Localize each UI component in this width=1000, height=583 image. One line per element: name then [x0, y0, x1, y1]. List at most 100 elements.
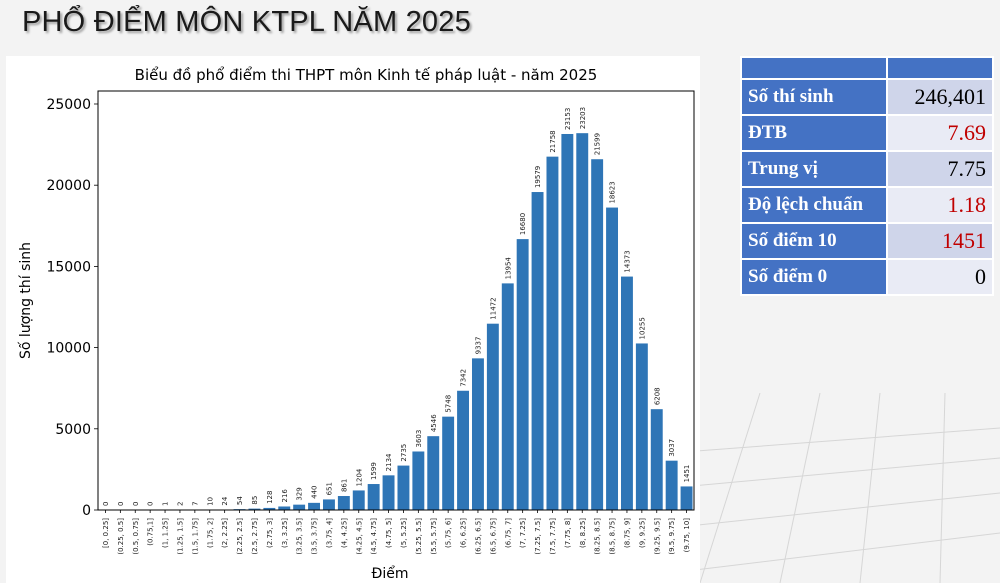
- bar: [591, 159, 604, 511]
- stats-row: Trung vị 7.75: [740, 150, 994, 188]
- stats-value: 1451: [886, 222, 994, 260]
- bar-value-label: 7: [191, 501, 199, 505]
- bar-value-label: 128: [266, 491, 274, 504]
- y-tick-label: 20000: [46, 178, 91, 194]
- x-tick-label: (2.75, 3]: [266, 518, 274, 548]
- bar: [606, 207, 619, 510]
- bar-value-label: 329: [296, 487, 304, 500]
- stats-row: Số điểm 10 1451: [740, 222, 994, 260]
- bar-value-label: 10255: [638, 317, 646, 339]
- bar: [263, 507, 276, 510]
- x-tick-label: (2, 2.25]: [221, 518, 229, 548]
- x-tick-label: (6.5, 6.75]: [489, 518, 497, 555]
- x-tick-label: (4.25, 4.5]: [355, 518, 363, 555]
- x-tick-label: (9.5, 9.75]: [668, 518, 676, 555]
- y-tick-label: 15000: [46, 259, 91, 275]
- x-tick-label: (0.5, 0.75]: [132, 518, 140, 555]
- x-tick-label: (3.25, 3.5]: [296, 518, 304, 555]
- bar-value-label: 13954: [504, 257, 512, 280]
- x-tick-label: (8.25, 8.5]: [594, 518, 602, 555]
- bar-value-label: 16680: [519, 213, 527, 235]
- bar-value-label: 85: [251, 496, 259, 505]
- bar-value-label: 2735: [400, 444, 408, 462]
- bar: [516, 239, 529, 510]
- x-tick-label: (0.25, 0.5]: [117, 518, 125, 555]
- bar: [501, 283, 514, 510]
- stats-value: 1.18: [886, 186, 994, 224]
- bar-value-label: 10: [206, 497, 214, 506]
- x-tick-label: (4, 4.25]: [340, 518, 348, 548]
- bar-value-label: 23203: [579, 107, 587, 129]
- bar-value-label: 0: [102, 502, 110, 506]
- x-tick-label: (1, 1.25]: [162, 518, 170, 548]
- bar: [546, 156, 559, 510]
- bar-value-label: 1451: [683, 465, 691, 483]
- x-tick-label: (6.25, 6.5]: [474, 518, 482, 555]
- bar-value-label: 6208: [653, 387, 661, 405]
- bar: [486, 323, 499, 510]
- bar: [337, 496, 350, 510]
- chart-panel: Biểu đồ phổ điểm thi THPT môn Kinh tế ph…: [6, 56, 700, 583]
- x-tick-label: (5.75, 6]: [445, 518, 453, 548]
- bar-value-label: 1599: [370, 462, 378, 480]
- bar-value-label: 24: [221, 496, 229, 505]
- bar: [382, 475, 395, 510]
- bar: [650, 409, 663, 510]
- bar-value-label: 651: [325, 482, 333, 495]
- bar-value-label: 440: [311, 485, 319, 498]
- bar: [531, 192, 544, 510]
- stats-header-cell: [886, 56, 994, 80]
- bar-value-label: 21758: [549, 130, 557, 152]
- y-axis-label: Số lượng thí sinh: [17, 242, 34, 359]
- stats-label: Số điểm 10: [740, 222, 888, 260]
- bar-value-label: 0: [117, 502, 125, 506]
- x-axis-label: Điểm: [372, 565, 409, 582]
- x-tick-label: (1.75, 2]: [206, 518, 214, 548]
- x-tick-label: (4.75, 5]: [385, 518, 393, 548]
- bar-value-label: 19579: [534, 166, 542, 188]
- stats-row: Độ lệch chuẩn 1.18: [740, 186, 994, 224]
- bar-value-label: 4546: [430, 414, 438, 432]
- x-tick-label: (8.75, 9]: [623, 518, 631, 548]
- bar: [665, 460, 678, 510]
- y-tick-label: 25000: [46, 97, 91, 113]
- stats-value: 246,401: [886, 78, 994, 116]
- x-tick-label: (6, 6.25]: [460, 518, 468, 548]
- x-tick-label: [0, 0.25]: [102, 518, 110, 548]
- score-distribution-chart: Biểu đồ phổ điểm thi THPT môn Kinh tế ph…: [17, 66, 695, 582]
- bar: [561, 133, 574, 510]
- stats-value: 7.69: [886, 114, 994, 152]
- bar-value-label: 5748: [445, 395, 453, 413]
- bar-value-label: 23153: [564, 108, 572, 130]
- y-tick-label: 5000: [55, 422, 91, 438]
- bar-value-label: 2134: [385, 453, 393, 471]
- x-tick-label: (5, 5.25]: [400, 518, 408, 548]
- bar-value-label: 1: [162, 502, 170, 506]
- stats-value: 7.75: [886, 150, 994, 188]
- chart-title: Biểu đồ phổ điểm thi THPT môn Kinh tế ph…: [135, 66, 598, 84]
- x-tick-label: (5.5, 5.75]: [430, 518, 438, 555]
- bar-value-label: 54: [236, 496, 244, 505]
- bar-value-label: 861: [340, 479, 348, 492]
- x-tick-label: (6.75, 7]: [504, 518, 512, 548]
- stats-row: ĐTB 7.69: [740, 114, 994, 152]
- bar: [293, 504, 306, 510]
- bar-value-label: 18623: [609, 181, 617, 203]
- bar: [397, 465, 410, 510]
- background-grid-floor: [670, 393, 1000, 583]
- bar: [680, 486, 693, 510]
- bar-value-label: 14373: [623, 250, 631, 272]
- stats-header-row: [740, 56, 994, 80]
- bar-value-label: 216: [281, 489, 289, 503]
- bar-value-label: 0: [147, 502, 155, 506]
- bar: [471, 358, 484, 510]
- x-tick-label: (7.75, 8]: [564, 518, 572, 548]
- plot-frame: [97, 90, 695, 511]
- x-tick-label: (5.25, 5.5]: [415, 518, 423, 555]
- x-tick-label: (9.25, 9.5]: [653, 518, 661, 555]
- x-tick-label: (2.5, 2.75]: [251, 518, 259, 555]
- bar-value-label: 9337: [474, 337, 482, 355]
- bar: [308, 502, 321, 510]
- bar-value-label: 0: [132, 502, 140, 506]
- bar: [635, 343, 648, 510]
